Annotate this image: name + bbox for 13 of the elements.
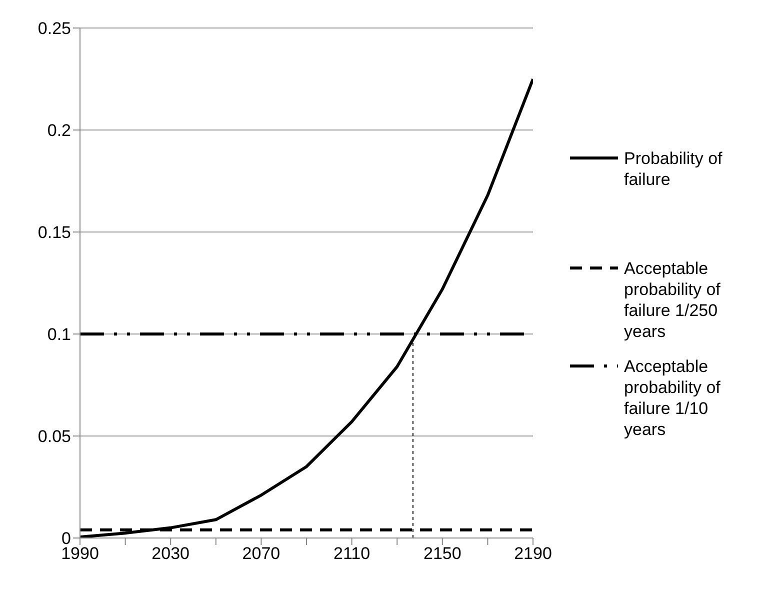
x-tick-label: 2110 — [334, 544, 370, 564]
x-tick-label: 2030 — [152, 544, 190, 564]
y-tick-label: 0.25 — [38, 19, 71, 38]
y-tick-label: 0.2 — [47, 121, 71, 140]
legend-label: Acceptable probability of failure 1/250 years — [624, 258, 722, 342]
legend-label: Probability of failure — [624, 148, 724, 190]
x-tick-label: 2070 — [242, 544, 280, 564]
legend-label: Acceptable probability of failure 1/10 years — [624, 356, 722, 440]
x-tick-label: 2190 — [514, 544, 552, 564]
y-tick-label: 0.15 — [38, 223, 71, 242]
y-tick-label: 0.05 — [38, 427, 71, 446]
x-tick-label: 2150 — [423, 544, 462, 564]
y-tick-label: 0.1 — [47, 325, 71, 344]
